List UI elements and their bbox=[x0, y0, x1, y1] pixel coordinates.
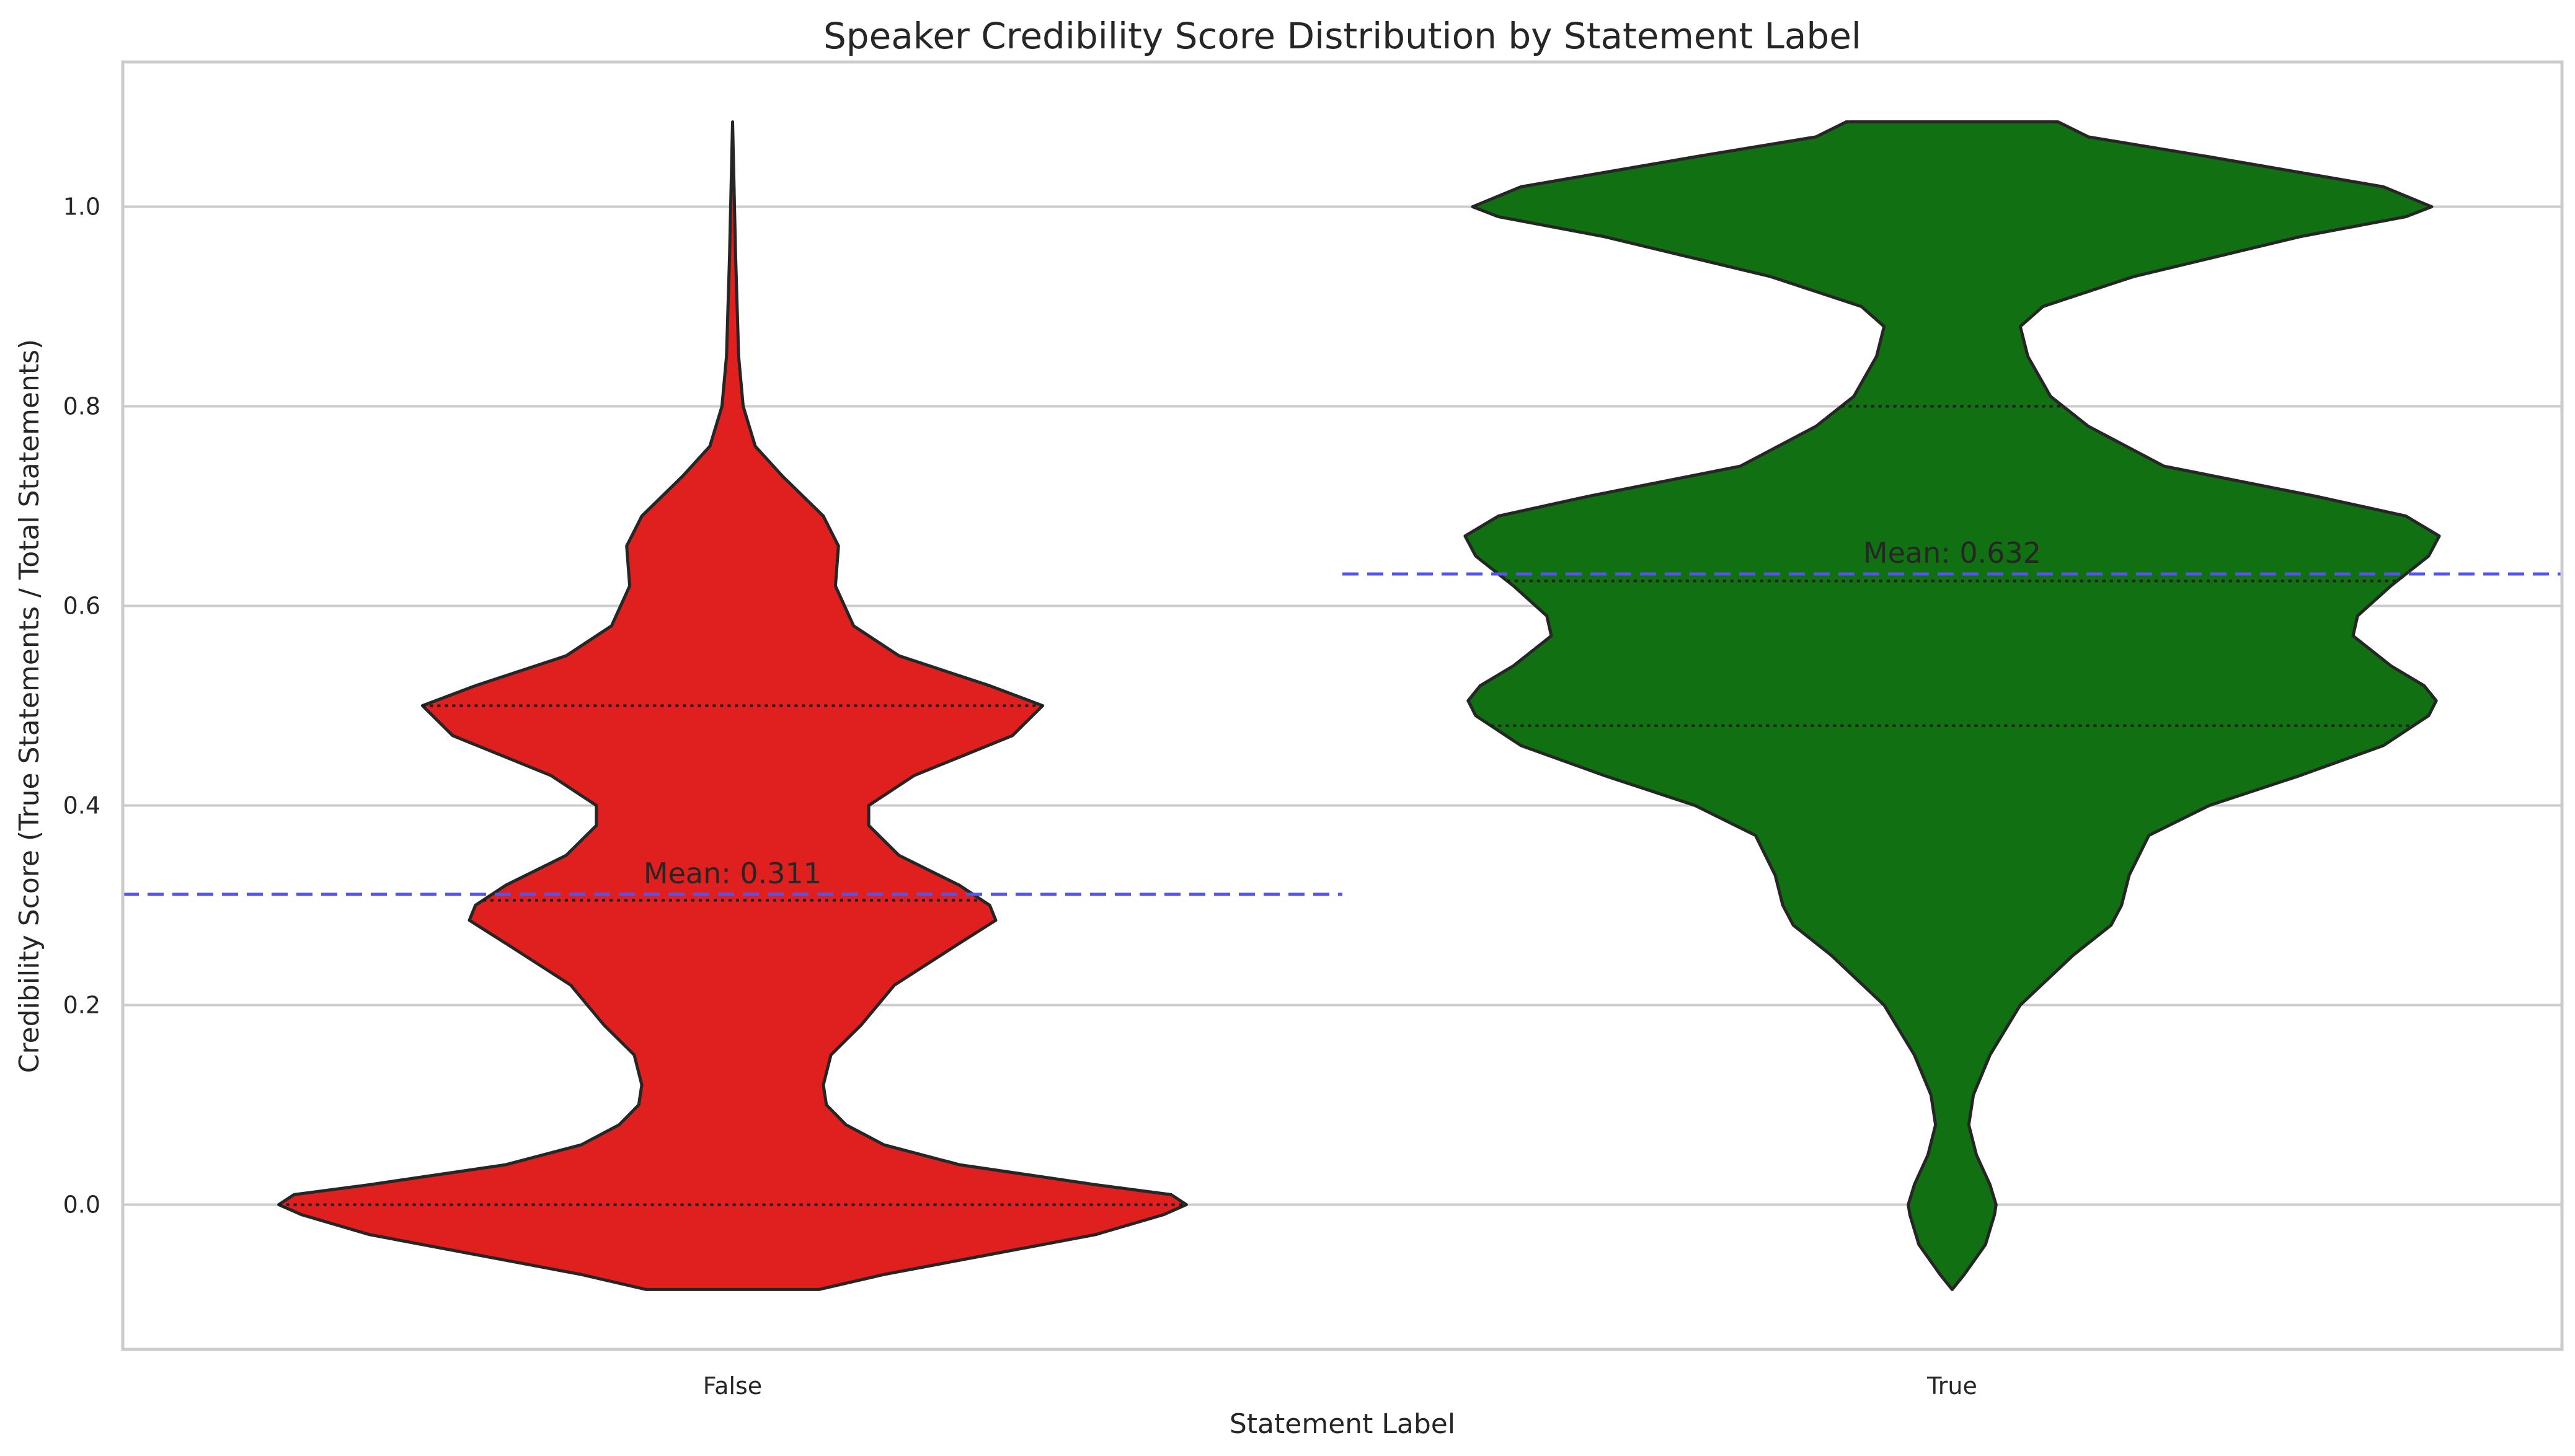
x-tick-label: True bbox=[1926, 1372, 1977, 1400]
x-axis-label: Statement Label bbox=[1230, 1408, 1455, 1440]
y-tick-label: 0.4 bbox=[63, 792, 100, 819]
x-tick-label: False bbox=[703, 1372, 762, 1400]
x-tick-labels: False True bbox=[703, 1372, 1977, 1400]
y-tick-label: 0.0 bbox=[63, 1191, 100, 1219]
mean-label: Mean: 0.311 bbox=[644, 857, 822, 890]
violins bbox=[277, 120, 2441, 1291]
y-tick-label: 0.2 bbox=[63, 992, 100, 1019]
y-tick-labels: 0.0 0.2 0.4 0.6 0.8 1.0 bbox=[63, 193, 100, 1218]
mean-annotations: Mean: 0.311 Mean: 0.632 bbox=[123, 536, 2562, 896]
y-axis-label: Credibility Score (True Statements / Tot… bbox=[14, 339, 45, 1073]
grid-lines bbox=[123, 205, 2562, 1206]
chart-title: Speaker Credibility Score Distribution b… bbox=[823, 15, 1861, 57]
y-tick-label: 0.8 bbox=[63, 392, 100, 420]
violin-true bbox=[1463, 120, 2441, 1291]
y-tick-label: 1.0 bbox=[63, 193, 100, 220]
violin-false bbox=[277, 120, 1188, 1291]
y-tick-label: 0.6 bbox=[63, 592, 100, 619]
plot-frame bbox=[121, 60, 2564, 1351]
mean-label: Mean: 0.632 bbox=[1863, 536, 2041, 570]
